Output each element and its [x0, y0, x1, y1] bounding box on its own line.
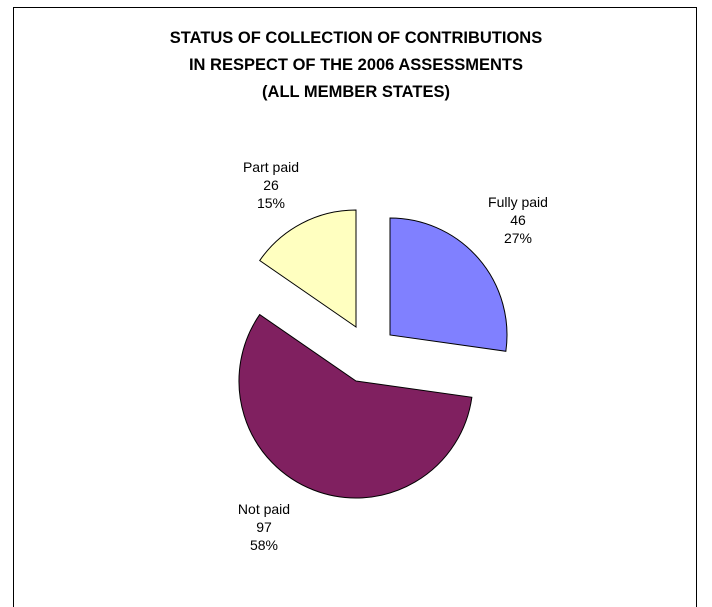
pie-slice-part-paid — [259, 209, 357, 328]
chart-title: STATUS OF COLLECTION OF CONTRIBUTIONS IN… — [0, 25, 712, 106]
data-label-not-paid-percent: 58% — [249, 537, 279, 553]
data-label-fully-paid: Fully paid 46 27% — [473, 193, 563, 247]
data-label-part-paid: Part paid 26 15% — [226, 158, 316, 212]
data-label-not-paid-name: Not paid — [237, 501, 291, 517]
chart-title-line-1: STATUS OF COLLECTION OF CONTRIBUTIONS — [169, 29, 543, 47]
data-label-part-paid-percent: 15% — [256, 195, 286, 211]
chart-title-line-2: IN RESPECT OF THE 2006 ASSESSMENTS — [188, 56, 524, 74]
chart-title-line-3: (ALL MEMBER STATES) — [262, 83, 450, 101]
data-label-fully-paid-value: 46 — [510, 212, 526, 228]
data-label-part-paid-value: 26 — [263, 177, 279, 193]
chart-border — [13, 7, 697, 607]
data-label-not-paid-value: 97 — [256, 519, 272, 535]
pie-slice-fully-paid — [389, 217, 508, 352]
data-label-fully-paid-name: Fully paid — [488, 194, 548, 210]
pie-slice-not-paid — [238, 313, 473, 499]
chart-area: STATUS OF COLLECTION OF CONTRIBUTIONS IN… — [0, 7, 712, 607]
data-label-not-paid: Not paid 97 58% — [219, 500, 309, 554]
data-label-fully-paid-percent: 27% — [503, 230, 533, 246]
pie-chart — [238, 209, 508, 499]
data-label-part-paid-name: Part paid — [242, 159, 300, 175]
